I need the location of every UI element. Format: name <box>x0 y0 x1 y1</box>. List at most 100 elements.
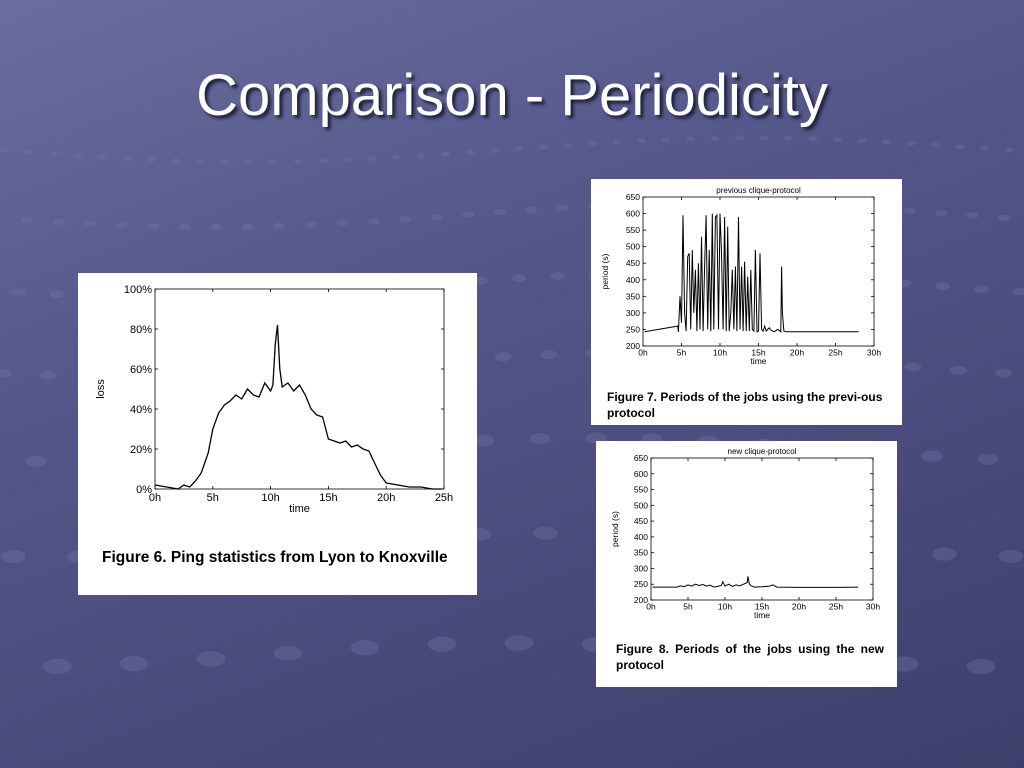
bg-dot <box>493 209 506 216</box>
bg-dot <box>318 158 328 164</box>
x-tick-label: 5h <box>677 348 687 358</box>
bg-dot <box>529 433 551 445</box>
bg-dot <box>525 206 538 214</box>
bg-dot <box>540 350 558 360</box>
bg-dot <box>661 137 671 143</box>
bg-dot <box>178 223 191 230</box>
bg-dot <box>122 156 132 162</box>
bg-dot <box>196 159 205 164</box>
bg-dot <box>857 138 867 144</box>
bg-dot <box>73 153 83 159</box>
chart-title: previous clique-protocol <box>716 186 801 195</box>
y-tick-label: 20% <box>130 444 152 456</box>
bg-dot <box>588 141 597 147</box>
bg-dot <box>441 151 450 157</box>
bg-dot <box>539 144 548 150</box>
x-tick-label: 20h <box>790 348 804 358</box>
figure-7-caption: Figure 7. Periods of the jobs using the … <box>607 390 883 420</box>
y-tick-label: 60% <box>130 364 152 376</box>
bg-dot <box>710 136 720 141</box>
x-tick-label: 25h <box>828 348 842 358</box>
bg-dot <box>612 139 622 145</box>
bg-dot <box>735 135 744 141</box>
bg-dot <box>955 144 965 150</box>
figure-6-card: 0h 5h 10h 15h 20h 25h 0% 20% 40% 60% 80% 100% time lo… <box>78 273 477 595</box>
bg-dot <box>533 526 558 540</box>
bg-dot <box>1004 147 1014 153</box>
y-tick-label: 600 <box>626 209 640 219</box>
bg-dot <box>336 220 349 227</box>
bg-dot <box>273 222 286 229</box>
y-tick-label: 450 <box>626 258 640 268</box>
y-tick-label: 600 <box>634 469 648 479</box>
x-tick-label: 25h <box>435 492 453 504</box>
y-axis-label: period (s) <box>610 511 620 547</box>
y-tick-label: 100% <box>124 284 152 296</box>
y-tick-label: 350 <box>626 291 640 301</box>
x-tick-label: 30h <box>866 602 880 612</box>
bg-dot <box>998 549 1024 564</box>
figure-7-card: 0h 5h 10h 15h 20h 25h 30h 200 250 300 350 400 450 500… <box>591 179 902 425</box>
bg-dot <box>430 213 443 220</box>
bg-dot <box>686 136 695 142</box>
y-tick-label: 200 <box>634 595 648 605</box>
bg-dot <box>399 216 412 223</box>
y-tick-label: 400 <box>634 532 648 542</box>
bg-dot <box>304 221 317 228</box>
bg-dot <box>462 211 475 218</box>
bg-dot <box>367 156 377 162</box>
y-tick-label: 450 <box>634 516 648 526</box>
y-tick-label: 550 <box>634 485 648 495</box>
bg-dot <box>1012 287 1024 296</box>
y-tick-label: 200 <box>626 341 640 351</box>
chart-title: new clique-protocol <box>728 447 797 456</box>
bg-dot <box>935 282 950 291</box>
bg-dot <box>882 139 891 145</box>
bg-dot <box>973 285 989 293</box>
bg-dot <box>84 220 97 227</box>
y-tick-label: 250 <box>634 579 648 589</box>
x-axis-label: time <box>750 356 766 366</box>
bg-dot <box>416 153 426 159</box>
bg-dot <box>759 135 769 141</box>
bg-dot <box>934 210 947 217</box>
bg-dot <box>25 455 47 467</box>
bg-dot <box>833 137 842 143</box>
bg-dot <box>0 147 9 153</box>
x-tick-label: 10h <box>261 492 279 504</box>
x-tick-label: 15h <box>751 348 765 358</box>
y-tick-label: 650 <box>626 192 640 202</box>
y-tick-label: 300 <box>626 308 640 318</box>
y-tick-label: 80% <box>130 324 152 336</box>
bg-dot <box>903 207 916 214</box>
bg-dot <box>220 159 230 165</box>
ping-loss-chart: 0h 5h 10h 15h 20h 25h 0% 20% 40% 60% 80% 100% time lo… <box>95 284 453 515</box>
figure-6-caption: Figure 6. Ping statistics from Lyon to K… <box>102 549 448 566</box>
figure-8-card: 0h 5h 10h 15h 20h 25h 30h 200 250 300 350 400 450 500… <box>596 441 897 687</box>
x-tick-label: 15h <box>319 492 337 504</box>
plot-frame <box>154 288 445 490</box>
bg-dot <box>49 151 58 157</box>
bg-dot <box>52 218 65 225</box>
x-tick-label: 30h <box>867 348 881 358</box>
series-line <box>154 324 442 490</box>
bg-dot <box>808 136 818 142</box>
bg-dot <box>995 368 1013 378</box>
bg-dot <box>465 150 475 155</box>
bg-dot <box>147 223 160 230</box>
x-tick-label: 20h <box>792 602 806 612</box>
bg-dot <box>966 212 979 219</box>
bg-dot <box>427 636 457 652</box>
bg-dot <box>637 138 646 144</box>
bg-dot <box>997 214 1010 221</box>
bg-dot <box>504 635 534 651</box>
x-tick-label: 5h <box>207 492 219 504</box>
bg-dot <box>784 135 793 141</box>
y-tick-label: 300 <box>634 563 648 573</box>
bg-dot <box>511 274 527 283</box>
x-tick-label: 0h <box>646 602 656 612</box>
x-tick-label: 20h <box>377 492 395 504</box>
bg-dot <box>273 645 303 661</box>
y-tick-label: 500 <box>626 242 640 252</box>
x-tick-label: 15h <box>755 602 769 612</box>
